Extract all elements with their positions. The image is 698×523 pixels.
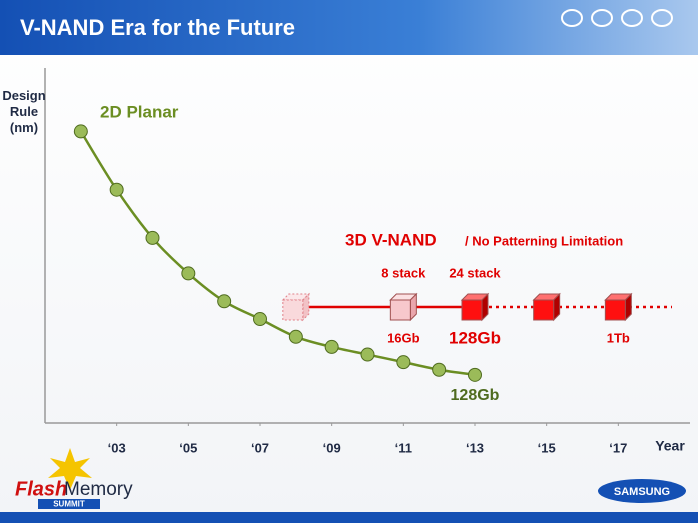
- vnand-subtitle: / No Patterning Limitation: [465, 233, 623, 248]
- data-point: [324, 339, 339, 354]
- brand-name: SAMSUNG: [614, 486, 670, 498]
- cube: [532, 292, 561, 322]
- data-point: [109, 182, 124, 197]
- x-tick-label: ‘07: [251, 440, 269, 455]
- cube-front: [282, 299, 304, 321]
- logo-flash: Flash: [15, 478, 67, 500]
- series-name: 2D Planar: [100, 102, 179, 121]
- cube: [389, 292, 418, 322]
- footer-bar: [0, 512, 698, 523]
- event-logo: Flash Memory SUMMIT: [15, 448, 133, 509]
- slide-title: V-NAND Era for the Future: [20, 15, 295, 40]
- data-point: [217, 294, 232, 309]
- x-tick-label: ‘03: [108, 440, 126, 455]
- vnand-title: 3D V-NAND: [345, 230, 437, 249]
- series-end-label: 128Gb: [451, 387, 500, 404]
- logo-summit: SUMMIT: [53, 500, 85, 509]
- capacity-label: 128Gb: [449, 328, 501, 347]
- brand-logo: SAMSUNG: [598, 479, 686, 503]
- cube-front: [533, 299, 555, 321]
- x-tick-label: ‘13: [466, 440, 484, 455]
- x-tick-label: ‘15: [538, 440, 556, 455]
- x-tick-label: ‘05: [179, 440, 197, 455]
- data-point: [253, 312, 267, 327]
- cube-front: [461, 299, 483, 321]
- capacity-label: 16Gb: [387, 330, 420, 345]
- data-point: [73, 124, 88, 139]
- x-tick-label: ‘11: [395, 440, 412, 455]
- cube-front: [604, 299, 626, 321]
- data-point: [396, 355, 411, 370]
- logo-memory: Memory: [64, 479, 133, 500]
- stack-label: 8 stack: [381, 265, 426, 280]
- header-icons: [561, 9, 673, 27]
- x-tick-label: ‘17: [609, 440, 627, 455]
- cube-front: [389, 299, 411, 321]
- cube-side: [302, 292, 310, 322]
- capacity-label: 1Tb: [607, 330, 630, 345]
- y-axis-label: Design Rule (nm): [2, 88, 46, 135]
- header-bar: [0, 0, 698, 55]
- cube: [604, 292, 633, 322]
- x-axis-label: Year: [655, 438, 685, 454]
- stack-label: 24 stack: [449, 265, 501, 280]
- data-point: [360, 347, 375, 362]
- data-point: [181, 266, 196, 281]
- x-tick-label: ‘09: [323, 440, 341, 455]
- cube: [281, 292, 311, 322]
- data-point: [432, 362, 447, 377]
- data-point: [145, 230, 160, 245]
- data-point: [288, 329, 303, 344]
- data-point: [468, 367, 482, 382]
- cube: [460, 292, 490, 322]
